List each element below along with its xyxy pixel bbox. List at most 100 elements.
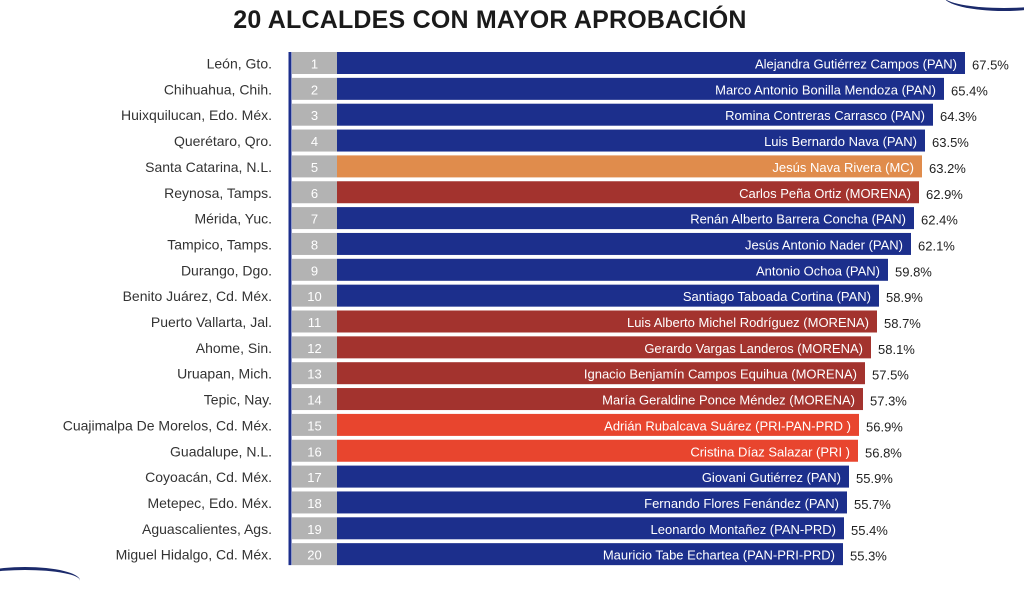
rank-box (292, 465, 337, 488)
bar (337, 439, 858, 462)
corner-decoration (944, 0, 1024, 11)
value-label: 56.8% (865, 445, 902, 460)
rank-box (292, 517, 337, 540)
value-label: 57.3% (870, 394, 907, 409)
value-label: 62.9% (926, 187, 963, 202)
rank-label: 12 (307, 341, 321, 356)
rank-box (292, 388, 337, 411)
bar (337, 155, 922, 178)
city-label: Mérida, Yuc. (194, 211, 272, 227)
mayor-name-label: Cristina Díaz Salazar (PRI ) (690, 444, 850, 459)
bar (337, 129, 925, 152)
rank-label: 19 (307, 522, 321, 537)
mayor-name-label: Ignacio Benjamín Campos Equihua (MORENA) (584, 367, 857, 382)
bar (337, 181, 919, 204)
city-label: Aguascalientes, Ags. (142, 521, 272, 537)
bar (337, 284, 879, 307)
rank-label: 4 (311, 134, 318, 149)
rank-label: 15 (307, 418, 321, 433)
mayor-name-label: Marco Antonio Bonilla Mendoza (PAN) (715, 82, 936, 97)
mayor-name-label: Mauricio Tabe Echartea (PAN-PRI-PRD) (603, 548, 835, 563)
value-label: 56.9% (866, 419, 903, 434)
bar (337, 543, 843, 566)
city-label: Reynosa, Tamps. (164, 185, 272, 201)
bar (337, 413, 859, 436)
rank-box (292, 413, 337, 436)
mayor-name-label: Antonio Ochoa (PAN) (756, 263, 880, 278)
rank-box (292, 336, 337, 359)
bar (337, 491, 847, 514)
approval-bar-chart: León, Gto. 1 Alejandra Gutiérrez Campos (P… (63, 52, 1009, 566)
bottom-decoration (0, 567, 80, 594)
mayor-name-label: Jesús Nava Rivera (MC) (772, 160, 914, 175)
rank-label: 5 (311, 160, 318, 175)
rank-label: 2 (311, 82, 318, 97)
city-label: Miguel Hidalgo, Cd. Méx. (116, 547, 272, 563)
rank-label: 3 (311, 108, 318, 123)
value-label: 58.7% (884, 316, 921, 331)
value-label: 58.9% (886, 290, 923, 305)
value-label: 58.1% (878, 342, 915, 357)
bar (337, 465, 849, 488)
city-label: Puerto Vallarta, Jal. (151, 314, 272, 330)
rank-label: 6 (311, 186, 318, 201)
bar (337, 388, 863, 411)
value-label: 65.4% (951, 83, 988, 98)
bar (337, 336, 871, 359)
rank-box (292, 310, 337, 333)
rank-label: 17 (307, 470, 321, 485)
city-label: Coyoacán, Cd. Méx. (145, 469, 272, 485)
bar (337, 52, 965, 74)
rank-label: 8 (311, 237, 318, 252)
value-label: 62.4% (921, 213, 958, 228)
chart-title: 20 ALCALDES CON MAYOR APROBACIÓN (233, 6, 747, 34)
mayor-name-label: Adrián Rubalcava Suárez (PRI-PAN-PRD ) (604, 418, 851, 433)
rank-box (292, 129, 337, 152)
rank-box (292, 258, 337, 281)
mayor-name-label: Alejandra Gutiérrez Campos (PAN) (755, 57, 957, 72)
rank-box (292, 439, 337, 462)
rank-label: 13 (307, 367, 321, 382)
city-label: Guadalupe, N.L. (170, 443, 272, 459)
rank-label: 14 (307, 393, 321, 408)
city-label: Huixquilucan, Edo. Méx. (121, 107, 272, 123)
city-label: Tepic, Nay. (204, 392, 272, 408)
rank-label: 11 (308, 315, 322, 330)
mayor-name-label: Renán Alberto Barrera Concha (PAN) (690, 212, 906, 227)
city-label: Cuajimalpa De Morelos, Cd. Méx. (63, 417, 272, 433)
rank-box (292, 284, 337, 307)
value-label: 57.5% (872, 368, 909, 383)
mayor-name-label: María Geraldine Ponce Méndez (MORENA) (602, 393, 855, 408)
city-label: Chihuahua, Chih. (164, 81, 272, 97)
rank-label: 1 (311, 57, 318, 72)
mayor-name-label: Romina Contreras Carrasco (PAN) (725, 108, 925, 123)
mayor-name-label: Luis Bernardo Nava (PAN) (764, 134, 917, 149)
rank-box (292, 155, 337, 178)
value-label: 62.1% (918, 238, 955, 253)
bar (337, 517, 844, 540)
bar (337, 77, 944, 100)
rank-box (292, 207, 337, 230)
bar (337, 362, 865, 385)
value-label: 55.3% (850, 549, 887, 564)
bar (337, 258, 888, 281)
rank-box (292, 362, 337, 385)
city-label: Metepec, Edo. Méx. (147, 495, 272, 511)
mayor-name-label: Luis Alberto Michel Rodríguez (MORENA) (627, 315, 869, 330)
city-label: Uruapan, Mich. (177, 366, 272, 382)
value-label: 63.2% (929, 161, 966, 176)
value-label: 59.8% (895, 264, 932, 279)
mayor-name-label: Giovani Gutiérrez (PAN) (702, 470, 841, 485)
city-label: Querétaro, Qro. (174, 133, 272, 149)
city-label: León, Gto. (207, 56, 272, 72)
value-label: 67.5% (972, 58, 1009, 73)
bar (337, 103, 933, 126)
rank-label: 9 (311, 263, 318, 278)
city-label: Santa Catarina, N.L. (145, 159, 272, 175)
rank-box (292, 543, 337, 566)
mayor-name-label: Gerardo Vargas Landeros (MORENA) (644, 341, 863, 356)
value-label: 64.3% (940, 109, 977, 124)
rank-label: 18 (307, 496, 321, 511)
rank-label: 16 (307, 444, 321, 459)
city-label: Durango, Dgo. (181, 262, 272, 278)
